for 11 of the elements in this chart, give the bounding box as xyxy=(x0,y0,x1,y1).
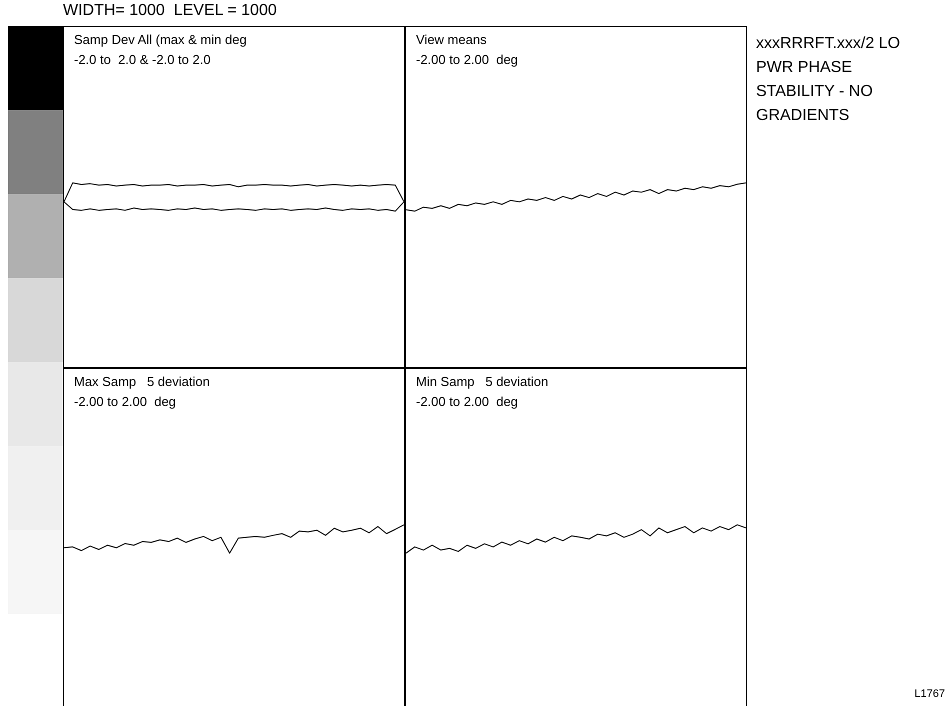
text: WIDTH= 1000 LEVEL = 1000 xyxy=(63,2,277,20)
chart-title: Max Samp 5 deviation xyxy=(74,373,210,391)
chart-title: Min Samp 5 deviation xyxy=(416,373,548,391)
text: xxxRRRFT.xxx/2 LO PWR PHASE STABILITY - NO GRADIENTS xyxy=(756,34,902,126)
chart-subtitle: -2.0 to 2.0 & -2.0 to 2.0 xyxy=(74,51,212,69)
chart-title: Samp Dev All (max & min deg xyxy=(74,31,247,49)
chart-subtitle: -2.00 to 2.00 deg xyxy=(416,393,519,411)
chart-title: View means xyxy=(416,31,488,49)
chart-subtitle: -2.00 to 2.00 deg xyxy=(416,51,518,69)
text: L1767 xyxy=(914,688,945,700)
chart-subtitle: -2.00 to 2.00 deg xyxy=(74,393,177,411)
